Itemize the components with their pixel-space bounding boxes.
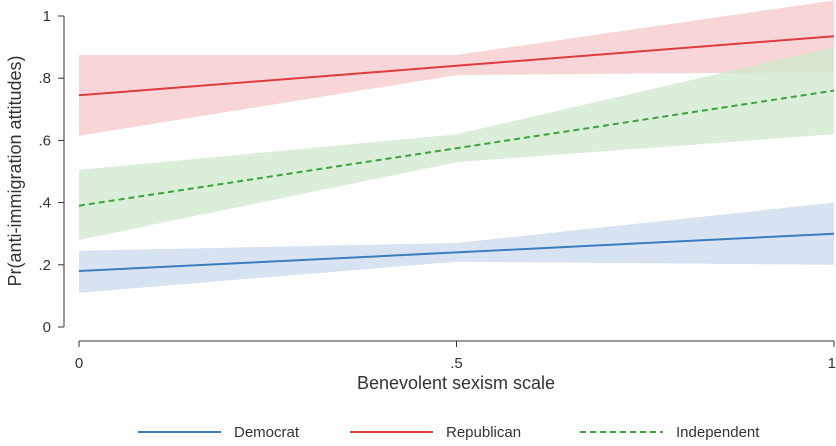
ci-band-republican	[79, 0, 834, 136]
confidence-bands	[79, 0, 834, 293]
y-tick-label: .4	[38, 195, 51, 212]
y-tick-label: .6	[38, 132, 51, 149]
x-tick-label: 1	[828, 355, 836, 372]
y-tick-label: 0	[43, 319, 51, 336]
legend-label: Republican	[446, 424, 521, 441]
series-line-democrat	[78, 232, 835, 272]
x-tick-label: .5	[450, 355, 463, 372]
legend-item-independent: Independent	[580, 424, 760, 441]
ci-band-democrat	[79, 202, 834, 293]
series-line-independent	[78, 89, 835, 207]
y-tick-label: 1	[43, 8, 51, 25]
legend-item-republican: Republican	[350, 424, 521, 441]
y-tick-label: .8	[38, 70, 51, 87]
y-tick-label: .2	[38, 257, 51, 274]
y-axis-title: Pr(anti-immigration attitudes)	[5, 55, 25, 286]
legend-item-democrat: Democrat	[138, 424, 300, 441]
legend: Democrat Republican Independent	[138, 424, 760, 441]
legend-label: Democrat	[234, 424, 300, 441]
ci-band-independent	[79, 47, 834, 240]
axes: 0 .2 .4 .6 .8 1 0 .5 1	[38, 8, 836, 372]
x-axis-title: Benevolent sexism scale	[357, 373, 555, 393]
x-tick-label: 0	[75, 355, 83, 372]
series-lines	[78, 35, 835, 272]
legend-label: Independent	[676, 424, 760, 441]
series-line-republican	[78, 35, 835, 97]
